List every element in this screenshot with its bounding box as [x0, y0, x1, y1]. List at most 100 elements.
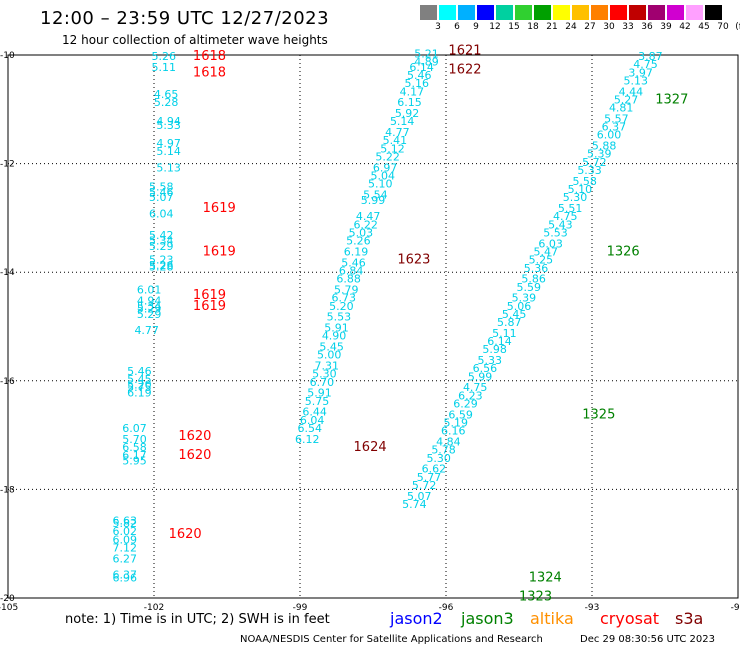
- x-tick-label: -93: [585, 603, 600, 613]
- swh-value: 6.62: [422, 463, 447, 476]
- swh-value: 5.34: [137, 300, 162, 313]
- page-subtitle: 12 hour collection of altimeter wave hei…: [62, 33, 328, 47]
- swh-value: 5.58: [149, 180, 174, 193]
- legend-jason3: jason3: [461, 609, 514, 628]
- x-tick-label: -96: [439, 603, 454, 613]
- colorbar-swatch: [439, 5, 456, 20]
- colorbar-label: 39: [660, 22, 672, 32]
- pass-time-label: 1623: [397, 253, 430, 268]
- credit-text: NOAA/NESDIS Center for Satellite Applica…: [240, 634, 543, 645]
- track-1618-1620: 5.265.114.655.284.945.334.975.145.135.58…: [113, 50, 181, 584]
- colorbar-swatch: [591, 5, 608, 20]
- colorbar-swatch: [648, 5, 665, 20]
- swh-value: 4.84: [436, 436, 461, 449]
- swh-value: 5.20: [329, 300, 354, 313]
- swh-value: 6.22: [353, 218, 378, 231]
- swh-value: 5.59: [516, 281, 541, 294]
- swh-value: 4.65: [154, 88, 179, 101]
- swh-value: 6.70: [310, 376, 335, 389]
- x-tick-label: -102: [144, 603, 164, 613]
- pass-time-label: 1619: [193, 299, 226, 314]
- swh-value: 4.89: [414, 55, 439, 68]
- pass-time-label: 1624: [354, 440, 387, 455]
- swh-value: 5.26: [346, 235, 371, 248]
- swh-value: 5.74: [402, 498, 427, 511]
- y-tick-label: -20: [0, 594, 15, 604]
- swh-value: 5.21: [414, 47, 439, 60]
- swh-value: 5.27: [614, 93, 639, 106]
- colorbar-swatch: [629, 5, 646, 20]
- swh-value: 6.12: [295, 433, 320, 446]
- swh-value: 5.33: [577, 164, 602, 177]
- colorbar-swatch: [686, 5, 703, 20]
- swh-value: 6.88: [336, 273, 361, 286]
- swh-value: 5.91: [324, 322, 349, 335]
- swh-value: 5.82: [113, 517, 138, 530]
- swh-value: 5.11: [492, 327, 517, 340]
- swh-value: 6.37: [113, 569, 138, 582]
- swh-value: 6.59: [448, 408, 473, 421]
- swh-value: 6.56: [473, 362, 498, 375]
- generated-timestamp: Dec 29 08:30:56 UTC 2023: [580, 634, 715, 645]
- colorbar-label: 33: [622, 22, 634, 32]
- colorbar-label: (ft): [735, 22, 740, 32]
- map-frame: [7, 54, 739, 599]
- swh-value: 5.13: [624, 74, 649, 87]
- legend-altika: altika: [530, 609, 574, 628]
- colorbar-label: 15: [508, 22, 520, 32]
- swh-value: 4.44: [619, 85, 644, 98]
- colorbar-swatch: [515, 5, 532, 20]
- swh-value: 5.43: [548, 218, 573, 231]
- colorbar-label: 12: [489, 22, 501, 32]
- swh-value: 5.10: [368, 178, 393, 191]
- swh-value: 6.07: [122, 422, 147, 435]
- swh-value: 5.12: [380, 142, 405, 155]
- swh-value: 5.33: [478, 354, 503, 367]
- swh-value: 5.04: [370, 169, 395, 182]
- swh-value: 5.29: [137, 308, 162, 321]
- swh-value: 6.96: [113, 571, 138, 584]
- swh-value: 5.86: [521, 273, 546, 286]
- swh-value: 5.72: [582, 156, 607, 169]
- swh-value: 5.06: [507, 300, 532, 313]
- swh-value: 5.53: [543, 226, 568, 239]
- swh-value: 5.39: [587, 148, 612, 161]
- colorbar-swatch: [667, 5, 684, 20]
- swh-value: 5.87: [497, 316, 522, 329]
- colorbar-label: 45: [698, 22, 710, 32]
- colorbar-label: 6: [454, 22, 460, 32]
- footer-note: note: 1) Time is in UTC; 2) SWH is in fe…: [65, 612, 330, 627]
- swh-value: 4.75: [633, 58, 658, 71]
- swh-value: 5.92: [395, 107, 420, 120]
- page-title: 12:00 – 23:59 UTC 12/27/2023: [40, 8, 330, 29]
- colorbar-label: 21: [546, 22, 558, 32]
- pass-time-label: 1620: [169, 527, 202, 542]
- swh-value: 6.97: [373, 161, 398, 174]
- swh-value: 5.46: [127, 365, 152, 378]
- swh-value: 5.25: [529, 254, 554, 267]
- swh-value: 5.45: [319, 341, 344, 354]
- swh-value: 6.14: [487, 335, 512, 348]
- swh-value: 4.94: [137, 294, 162, 307]
- swh-value: 5.30: [426, 452, 451, 465]
- swh-value: 5.26: [151, 50, 176, 63]
- swh-value: 5.95: [122, 455, 147, 468]
- y-tick-label: -14: [0, 268, 15, 278]
- swh-value: 5.28: [154, 96, 179, 109]
- colorbar-swatch: [572, 5, 589, 20]
- swh-value: 5.19: [443, 417, 468, 430]
- swh-value: 5.26: [149, 259, 174, 272]
- swh-value: 5.07: [149, 191, 174, 204]
- swh-value: 4.75: [553, 210, 578, 223]
- swh-value: 7.12: [113, 541, 138, 554]
- swh-value: 5.23: [149, 254, 174, 267]
- swh-value: 5.45: [127, 373, 152, 386]
- swh-value: 6.37: [602, 121, 627, 134]
- swh-value: 5.10: [568, 183, 593, 196]
- pass-time-label: 1619: [193, 288, 226, 303]
- swh-value: 4.77: [385, 126, 410, 139]
- swh-value: 5.14: [156, 145, 181, 158]
- pass-time-label: 1620: [178, 448, 211, 463]
- swh-value: 5.47: [534, 245, 559, 258]
